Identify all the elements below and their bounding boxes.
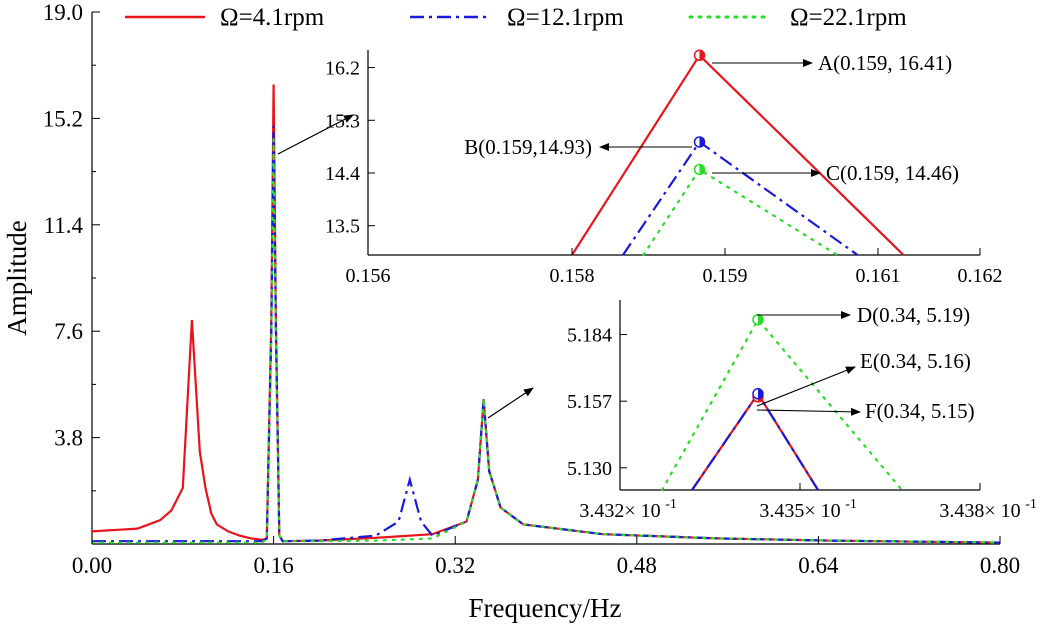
inset-top-zoom: 0.156 0.158 0.159 0.161 0.162 16.2 15.3 14.4 13.… (325, 49, 1003, 287)
annotation-label: D(0.34, 5.19) (857, 303, 970, 327)
inset-y-tick-label: 5.157 (567, 391, 612, 413)
y-ticks: 19.0 15.2 11.4 7.6 3.8 (43, 0, 100, 492)
x-ticks: 0.00 0.16 0.32 0.48 0.64 0.80 (72, 536, 1020, 578)
annotation-label: F(0.34, 5.15) (865, 399, 975, 423)
inset-bottom-annotations: D(0.34, 5.19) E(0.34, 5.16) F(0.34, 5.15) (756, 303, 975, 423)
inset-y-tick-label: 5.184 (567, 325, 612, 347)
inset-x-tick-label: 0.159 (703, 265, 748, 287)
annotation-label: A(0.159, 16.41) (818, 51, 952, 75)
y-tick-label: 11.4 (44, 213, 84, 238)
series-line-3 (90, 139, 1002, 544)
inset-top-annotations: A(0.159, 16.41) B(0.159,14.93) C(0.159, 14… (464, 51, 959, 185)
peak-marker-fill (699, 164, 705, 175)
x-tick-label: 0.80 (980, 553, 1020, 578)
inset-y-tick-label: 13.5 (325, 216, 360, 238)
legend-label-series-1: Ω=4.1rpm (220, 4, 325, 31)
y-axis-label: Amplitude (2, 220, 32, 336)
legend-label-series-3: Ω=22.1rpm (790, 4, 907, 31)
inset-bottom-series (660, 313, 904, 492)
inset-y-tick-label: 16.2 (325, 58, 360, 80)
y-tick-label: 15.2 (43, 106, 83, 131)
peak-marker-fill (699, 50, 705, 61)
inset-y-tick-label: 14.4 (325, 163, 360, 185)
legend-label-series-2: Ω=12.1rpm (507, 4, 624, 31)
inset-bottom-zoom: 3.432× 10 -1 3.435× 10 -1 3.438× 10 -1 5.184 5.… (567, 300, 1037, 522)
inset-y-tick-label: 15.3 (325, 110, 360, 132)
inset-series-line-3 (660, 317, 904, 492)
peak-marker-fill (699, 136, 705, 147)
x-tick-label: 0.64 (798, 553, 839, 578)
inset-x-tick-label: 0.161 (856, 265, 901, 287)
inset-x-tick-exponent: -1 (665, 497, 677, 512)
inset-x-tick-label: 0.162 (958, 265, 1003, 287)
x-tick-label: 0.48 (617, 553, 657, 578)
inset-top-series (571, 49, 905, 257)
inset-x-tick-label: 3.432× 10 (579, 500, 660, 522)
x-tick-label: 0.16 (253, 553, 293, 578)
inset-x-tick-label: 0.156 (346, 265, 391, 287)
annotation-label: E(0.34, 5.16) (860, 349, 971, 373)
peak-marker-fill (758, 314, 763, 325)
inset-top-ticks: 0.156 0.158 0.159 0.161 0.162 16.2 15.3 14.4 13.… (325, 58, 1003, 287)
zoom-arrow-peak-016 (277, 114, 354, 155)
inset-x-tick-exponent: -1 (1025, 497, 1037, 512)
x-tick-label: 0.32 (435, 553, 475, 578)
main-plot-area: 0.00 0.16 0.32 0.48 0.64 0.80 19.0 15.2 11.4 7.6… (43, 0, 1020, 578)
y-tick-label: 3.8 (54, 426, 83, 451)
peak-marker-fill (758, 388, 763, 399)
x-tick-label: 0.00 (72, 553, 112, 578)
annotation-arrow (756, 366, 856, 407)
annotation-label: C(0.159, 14.46) (826, 161, 959, 185)
inset-x-tick-exponent: -1 (845, 497, 857, 512)
annotation-arrow (756, 407, 861, 416)
inset-bottom-ticks: 3.432× 10 -1 3.435× 10 -1 3.438× 10 -1 5.184 5.… (567, 325, 1037, 522)
x-axis-label: Frequency/Hz (469, 593, 622, 623)
zoom-arrow-peak-034 (487, 387, 534, 419)
y-tick-label: 7.6 (54, 319, 83, 344)
inset-top-background (368, 50, 980, 255)
y-tick-label: 19.0 (43, 0, 83, 25)
inset-x-tick-label: 3.435× 10 (759, 500, 840, 522)
inset-x-tick-label: 3.438× 10 (939, 500, 1020, 522)
main-series-group (90, 84, 1002, 544)
inset-x-tick-label: 0.158 (550, 265, 595, 287)
legend: Ω=4.1rpm Ω=12.1rpm Ω=22.1rpm (125, 4, 907, 31)
inset-y-tick-label: 5.130 (567, 458, 612, 480)
annotation-label: B(0.159,14.93) (464, 135, 592, 159)
